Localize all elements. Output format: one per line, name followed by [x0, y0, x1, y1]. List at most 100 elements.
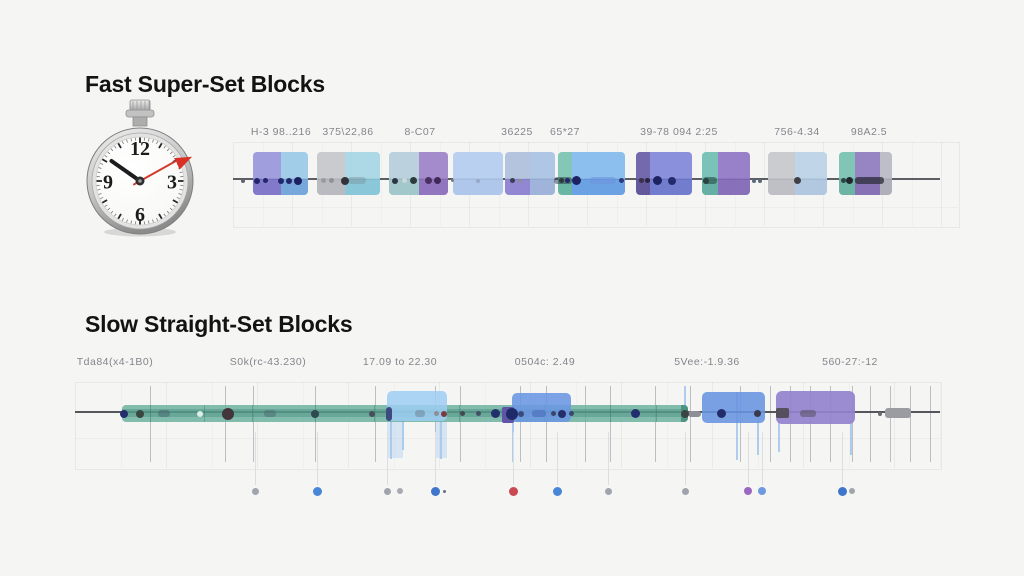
- bar-dot: [630, 409, 640, 418]
- timeline-dot: [328, 178, 334, 183]
- stopwatch-number: 12: [130, 138, 150, 160]
- timeline-dot: [638, 178, 644, 183]
- timeline-label: 375\22,86: [322, 126, 374, 138]
- timeline-block: [387, 391, 447, 421]
- timeline-dot: [320, 178, 326, 183]
- block-segment: [505, 152, 530, 195]
- block-streak: [387, 421, 403, 458]
- stopwatch-number: 9: [103, 172, 113, 194]
- bar-dot: [369, 410, 375, 417]
- block-segment: [345, 152, 380, 195]
- stopwatch-crown: [125, 99, 155, 127]
- wick-line: [315, 386, 316, 462]
- bar-dot: [550, 411, 556, 416]
- wick-line: [830, 386, 831, 462]
- axis-smudge: [703, 177, 717, 184]
- timeline-dot: [254, 177, 260, 184]
- dot-connector: [317, 432, 318, 485]
- timeline-dot: [840, 178, 846, 183]
- timeline-dot: [703, 177, 709, 184]
- grid-line: [912, 142, 913, 226]
- event-dot: [397, 488, 403, 494]
- timeline-dot: [278, 177, 284, 184]
- dot-connector: [255, 432, 256, 485]
- block-segment: [717, 152, 750, 195]
- block-segment: [839, 152, 855, 195]
- timeline-dot: [241, 178, 245, 183]
- block-segment: [702, 152, 718, 195]
- timeline-block: [317, 152, 380, 195]
- timeline-dot: [286, 177, 292, 184]
- bar-dot: [753, 410, 761, 417]
- timeline-dot: [644, 178, 650, 183]
- wick-line: [890, 386, 891, 462]
- stopwatch-red-wedge: [174, 156, 193, 170]
- bar-dot: [558, 409, 566, 418]
- block-segment: [253, 152, 281, 195]
- timeline-block: [253, 152, 308, 195]
- wick-line: [225, 386, 226, 462]
- bar-dot: [878, 411, 882, 416]
- timeline-dot: [564, 178, 570, 183]
- event-dot: [552, 486, 562, 496]
- grid-line: [941, 142, 942, 226]
- timeline-label: 8-C07: [404, 126, 436, 138]
- timeline-label: Tda84(x4-1B0): [76, 356, 154, 368]
- timeline-label: 0504c: 2.49: [514, 356, 576, 368]
- block-segment: [854, 152, 880, 195]
- block-segment: [280, 152, 308, 195]
- grid-line: [530, 382, 531, 468]
- timeline-dot: [652, 176, 662, 185]
- wick-line: [690, 386, 691, 462]
- timeline-dot: [845, 177, 853, 184]
- bar-dot: [311, 409, 319, 418]
- event-dot: [251, 487, 259, 495]
- timeline-block: [768, 152, 827, 195]
- wick-line: [150, 386, 151, 462]
- bar-dot: [459, 411, 465, 416]
- bar-smudge: [158, 410, 170, 417]
- fast-section-title: Fast Super-Set Blocks: [85, 71, 325, 97]
- timeline-dot: [518, 178, 522, 183]
- wick-line: [375, 386, 376, 462]
- wick-line: [655, 386, 656, 462]
- timeline-dot: [476, 178, 480, 183]
- timeline-dot: [571, 176, 581, 185]
- wick-line: [790, 386, 791, 462]
- block-segment: [879, 152, 892, 195]
- wick-line: [770, 386, 771, 462]
- bar-dot: [136, 409, 144, 418]
- bar-dot: [441, 410, 447, 417]
- bar-divider: [150, 405, 151, 422]
- event-dot: [758, 487, 766, 495]
- grid-box: [233, 142, 960, 228]
- timeline-dot: [409, 177, 417, 184]
- block-segment: [453, 152, 503, 195]
- block-segment: [389, 152, 419, 195]
- timeline-dot: [341, 176, 349, 185]
- dot-connector: [557, 432, 558, 485]
- wick-line: [852, 386, 853, 462]
- block-streak: [435, 421, 447, 458]
- wick-line-blue: [390, 421, 392, 459]
- wick-line-blue: [402, 421, 404, 450]
- axis-smudge: [348, 177, 366, 184]
- timeline-dot: [668, 176, 676, 185]
- timeline-dot: [433, 177, 441, 184]
- grid-line: [381, 142, 382, 226]
- wick-line-blue: [736, 392, 738, 460]
- timeline-block: [636, 152, 692, 195]
- block-marker: [885, 408, 911, 418]
- wick-line: [930, 386, 931, 462]
- timeline-dot: [558, 178, 564, 183]
- event-dot: [837, 486, 847, 496]
- bar-dot: [681, 409, 689, 418]
- block-segment: [558, 152, 573, 195]
- block-segment: [418, 152, 448, 195]
- grid-line: [667, 382, 668, 468]
- block-segment: [768, 152, 796, 195]
- event-dot: [849, 488, 855, 494]
- timeline-dot: [509, 178, 515, 183]
- event-dot: [744, 487, 752, 495]
